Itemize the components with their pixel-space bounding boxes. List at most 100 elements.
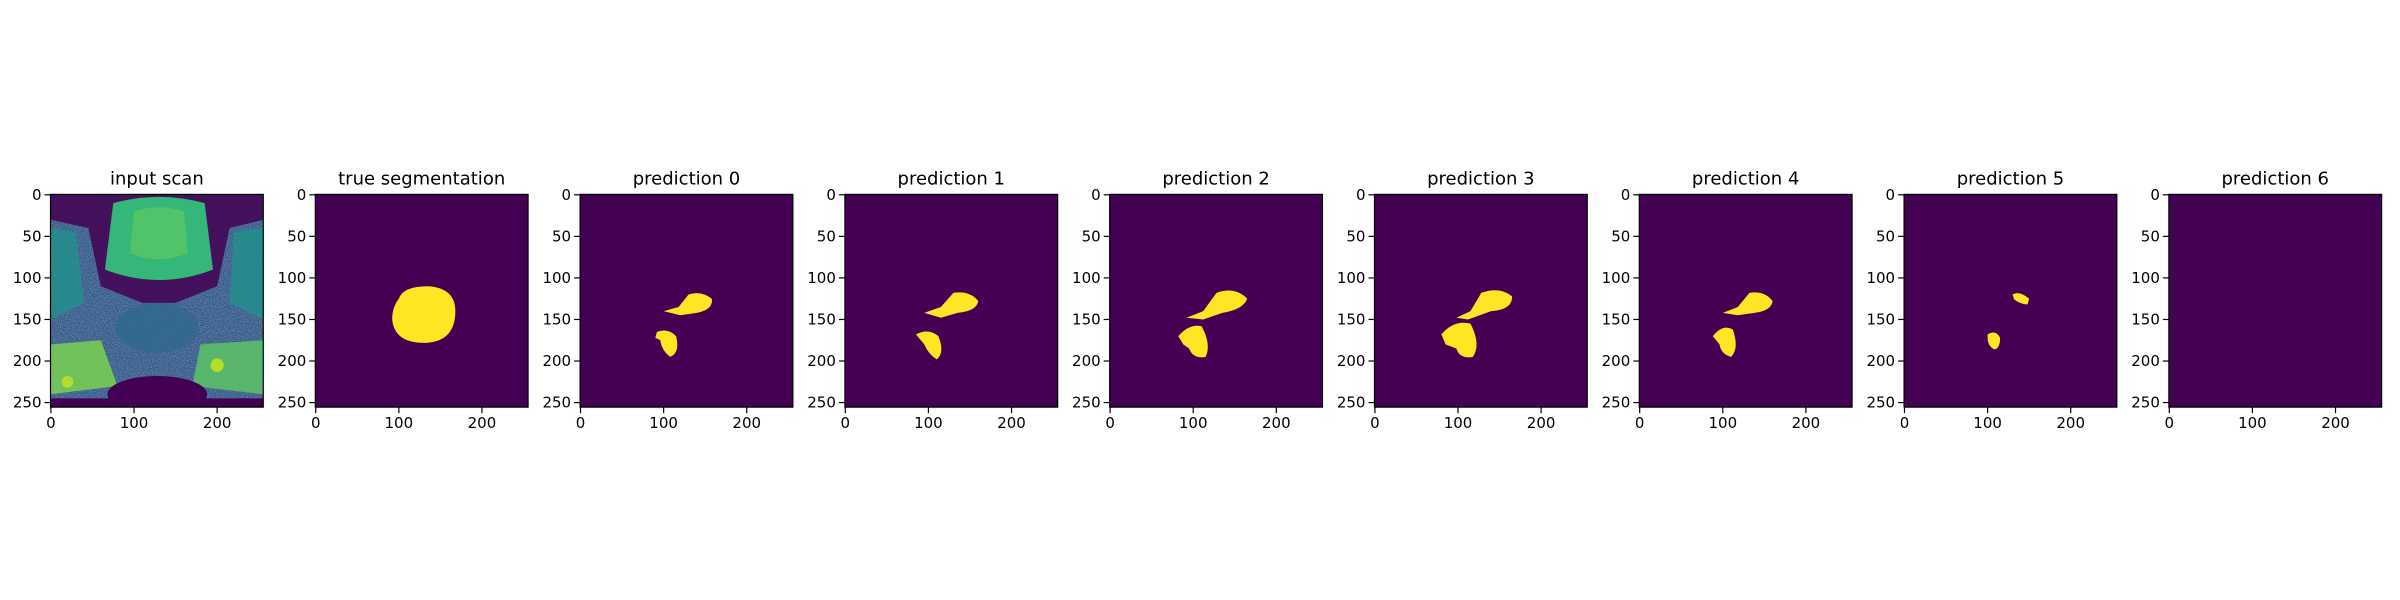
x-tick-label: 100: [1179, 414, 1208, 432]
y-tick-label: 150: [1337, 310, 1366, 328]
x-tick-label: 200: [997, 414, 1026, 432]
y-tick-label: 50: [287, 227, 306, 245]
y-tick-label: 100: [1337, 269, 1366, 287]
x-tick-label: 100: [649, 414, 678, 432]
y-tick-label: 100: [2131, 269, 2160, 287]
panel-title: input scan: [110, 168, 204, 189]
axes-frame: [49, 193, 264, 408]
x-tick-label: 0: [2165, 414, 2175, 432]
axes-frame: [2168, 193, 2383, 408]
x-tick-label: 100: [1444, 414, 1473, 432]
y-tick-label: 0: [1091, 186, 1101, 204]
x-tick-label: 100: [1708, 414, 1737, 432]
y-tick-label: 0: [32, 186, 42, 204]
axes-frame: [1373, 193, 1588, 408]
x-tick-label: 0: [1900, 414, 1910, 432]
y-tick-label: 150: [278, 310, 307, 328]
y-tick-label: 50: [1876, 227, 1895, 245]
y-tick-label: 100: [807, 269, 836, 287]
true-mask-image: [315, 194, 529, 408]
y-tick-label: 50: [1082, 227, 1101, 245]
panel-title: prediction 5: [1957, 168, 2064, 189]
y-tick-label: 100: [13, 269, 42, 287]
x-tick-label: 0: [841, 414, 851, 432]
y-tick-label: 0: [562, 186, 572, 204]
y-tick-label: 150: [2131, 310, 2160, 328]
y-tick-label: 200: [807, 352, 836, 370]
x-tick-label: 0: [311, 414, 321, 432]
y-tick-label: 100: [1602, 269, 1631, 287]
y-tick-label: 250: [2131, 394, 2160, 412]
y-tick-label: 150: [542, 310, 571, 328]
y-tick-label: 200: [278, 352, 307, 370]
y-tick-label: 200: [2131, 352, 2160, 370]
panel-title: prediction 4: [1692, 168, 1799, 189]
y-tick-label: 150: [1072, 310, 1101, 328]
pred-image: [844, 194, 1058, 408]
y-tick-label: 200: [1337, 352, 1366, 370]
pred-image: [1639, 194, 1853, 408]
x-tick-label: 100: [1973, 414, 2002, 432]
axes-frame: [1903, 193, 2118, 408]
axes-frame: [1638, 193, 1853, 408]
y-tick-label: 150: [807, 310, 836, 328]
axes-frame: [579, 193, 794, 408]
y-tick-label: 0: [1621, 186, 1631, 204]
x-tick-label: 200: [732, 414, 761, 432]
y-tick-label: 0: [2150, 186, 2160, 204]
x-tick-label: 0: [1370, 414, 1380, 432]
y-tick-label: 250: [1072, 394, 1101, 412]
y-tick-label: 0: [297, 186, 307, 204]
y-tick-label: 150: [1866, 310, 1895, 328]
panel-title: true segmentation: [338, 168, 505, 189]
panel-title: prediction 6: [2222, 168, 2329, 189]
y-tick-label: 250: [278, 394, 307, 412]
y-tick-label: 200: [13, 352, 42, 370]
x-tick-label: 200: [1262, 414, 1291, 432]
axes-frame: [1109, 193, 1324, 408]
y-tick-label: 250: [1337, 394, 1366, 412]
y-tick-label: 0: [1356, 186, 1366, 204]
pred-image: [580, 194, 793, 408]
y-tick-label: 50: [552, 227, 571, 245]
pred-image: [2168, 194, 2382, 408]
y-tick-label: 0: [826, 186, 836, 204]
y-tick-label: 50: [1346, 227, 1365, 245]
y-tick-label: 100: [542, 269, 571, 287]
y-tick-label: 150: [13, 310, 42, 328]
x-tick-label: 200: [1792, 414, 1821, 432]
pred-image: [1374, 194, 1588, 408]
y-tick-label: 250: [1602, 394, 1631, 412]
y-tick-label: 50: [1611, 227, 1630, 245]
y-tick-label: 0: [1886, 186, 1896, 204]
x-tick-label: 100: [120, 414, 149, 432]
y-tick-label: 100: [278, 269, 307, 287]
panel-title: prediction 1: [898, 168, 1005, 189]
x-tick-label: 0: [46, 414, 56, 432]
scan-image: [50, 194, 264, 408]
y-tick-label: 250: [13, 394, 42, 412]
y-tick-label: 50: [817, 227, 836, 245]
y-tick-label: 50: [2141, 227, 2160, 245]
panel-title: prediction 3: [1427, 168, 1534, 189]
x-tick-label: 0: [1635, 414, 1645, 432]
x-tick-label: 200: [2321, 414, 2350, 432]
y-tick-label: 50: [22, 227, 41, 245]
y-tick-label: 250: [807, 394, 836, 412]
panel-title: prediction 0: [633, 168, 740, 189]
y-tick-label: 200: [1866, 352, 1895, 370]
x-tick-label: 200: [2056, 414, 2085, 432]
y-tick-label: 150: [1602, 310, 1631, 328]
panel-title: prediction 2: [1162, 168, 1269, 189]
x-tick-label: 100: [2238, 414, 2267, 432]
x-tick-label: 0: [1105, 414, 1115, 432]
x-tick-label: 200: [468, 414, 497, 432]
y-tick-label: 200: [1072, 352, 1101, 370]
y-tick-label: 250: [1866, 394, 1895, 412]
x-tick-label: 100: [914, 414, 943, 432]
axes-frame: [844, 193, 1059, 408]
axes-frame: [314, 193, 529, 408]
y-tick-label: 100: [1866, 269, 1895, 287]
